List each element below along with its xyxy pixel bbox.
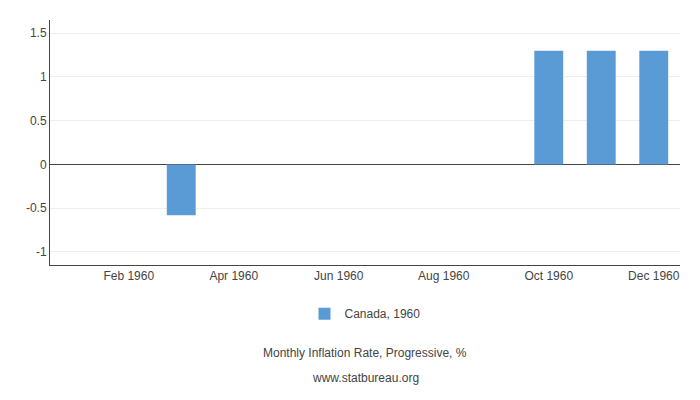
svg-text:Jun 1960: Jun 1960: [314, 269, 364, 283]
svg-text:Monthly Inflation Rate, Progre: Monthly Inflation Rate, Progressive, %: [263, 346, 467, 360]
svg-text:0: 0: [40, 158, 47, 172]
svg-text:Apr 1960: Apr 1960: [209, 269, 258, 283]
svg-text:Aug 1960: Aug 1960: [418, 269, 470, 283]
svg-text:-0.5: -0.5: [26, 201, 47, 215]
svg-text:Dec 1960: Dec 1960: [628, 269, 680, 283]
svg-text:Oct 1960: Oct 1960: [524, 269, 573, 283]
svg-text:-1: -1: [36, 245, 47, 259]
svg-text:0.5: 0.5: [30, 114, 47, 128]
svg-text:Canada, 1960: Canada, 1960: [345, 307, 421, 321]
svg-text:1: 1: [40, 70, 47, 84]
svg-text:www.statbureau.org: www.statbureau.org: [312, 371, 419, 385]
svg-text:Feb 1960: Feb 1960: [103, 269, 154, 283]
svg-text:1.5: 1.5: [30, 26, 47, 40]
